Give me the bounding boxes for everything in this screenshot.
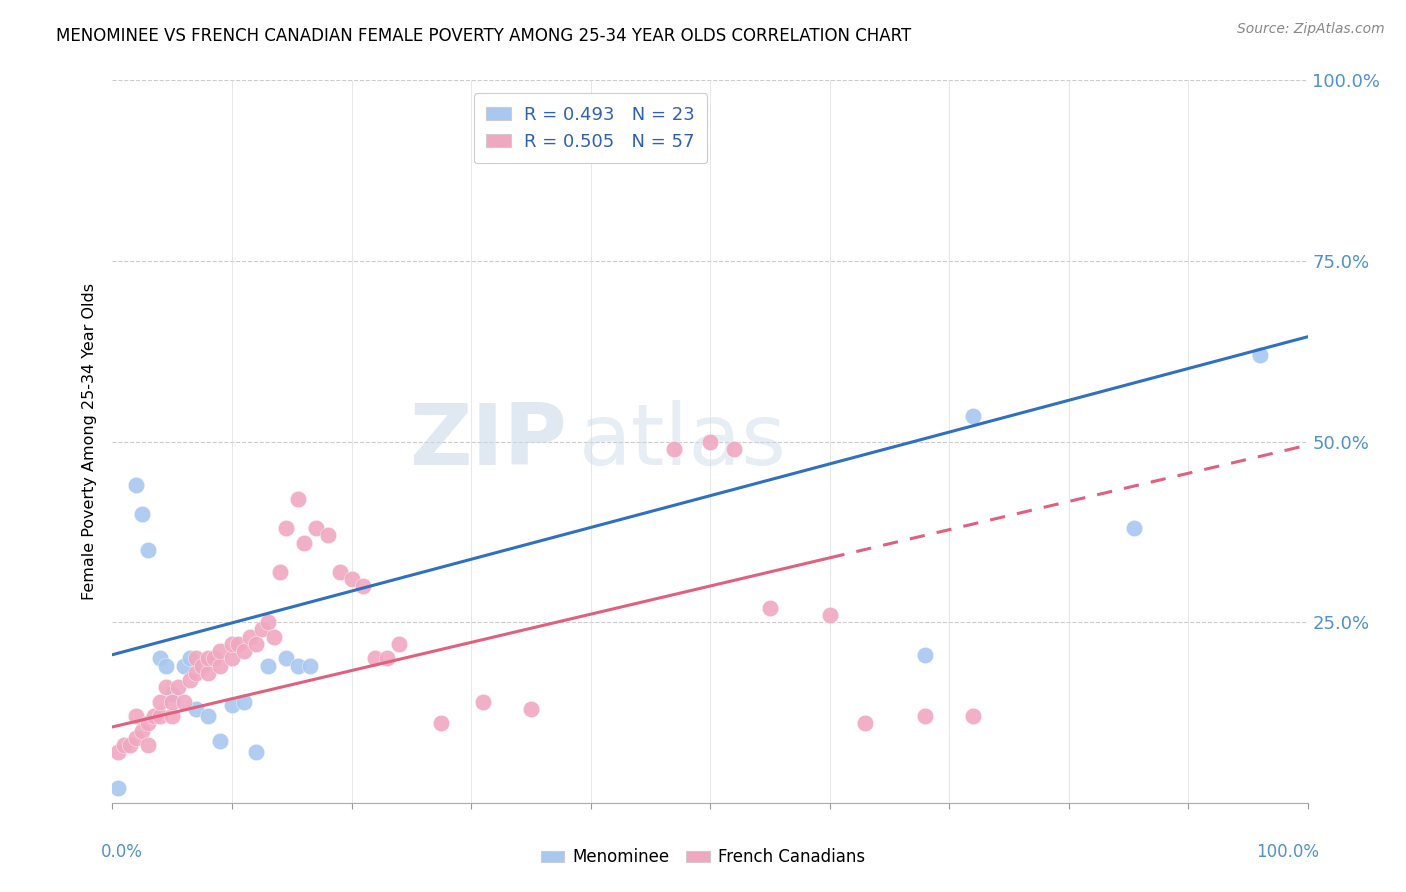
Point xyxy=(263,630,285,644)
Point xyxy=(125,478,148,492)
Point xyxy=(226,637,249,651)
Point xyxy=(1123,521,1146,535)
Point xyxy=(179,673,201,687)
Point xyxy=(699,434,721,449)
Point xyxy=(114,738,135,752)
Point xyxy=(209,658,232,673)
Point xyxy=(245,745,267,759)
Point xyxy=(962,409,984,424)
Point xyxy=(292,535,315,549)
Point xyxy=(274,651,297,665)
Point xyxy=(197,651,219,665)
Point xyxy=(664,442,686,456)
Point xyxy=(209,734,232,748)
Point xyxy=(472,695,495,709)
Point xyxy=(173,695,195,709)
Point xyxy=(149,651,172,665)
Point xyxy=(250,623,273,637)
Y-axis label: Female Poverty Among 25-34 Year Olds: Female Poverty Among 25-34 Year Olds xyxy=(82,283,97,600)
Point xyxy=(269,565,291,579)
Point xyxy=(167,680,190,694)
Point xyxy=(287,658,309,673)
Point xyxy=(257,658,280,673)
Point xyxy=(138,716,160,731)
Point xyxy=(107,781,129,796)
Point xyxy=(305,521,328,535)
Point xyxy=(221,637,243,651)
Point xyxy=(364,651,387,665)
Point xyxy=(162,687,183,701)
Point xyxy=(962,709,984,723)
Point xyxy=(298,658,321,673)
Point xyxy=(377,651,399,665)
Point xyxy=(186,651,208,665)
Point xyxy=(914,648,936,662)
Point xyxy=(125,709,148,723)
Text: MENOMINEE VS FRENCH CANADIAN FEMALE POVERTY AMONG 25-34 YEAR OLDS CORRELATION CH: MENOMINEE VS FRENCH CANADIAN FEMALE POVE… xyxy=(56,27,911,45)
Point xyxy=(131,723,153,738)
Point xyxy=(138,738,160,752)
Point xyxy=(186,702,208,716)
Text: 0.0%: 0.0% xyxy=(101,843,142,861)
Point xyxy=(131,507,153,521)
Point xyxy=(274,521,297,535)
Point xyxy=(125,731,148,745)
Point xyxy=(287,492,309,507)
Point xyxy=(352,579,374,593)
Point xyxy=(149,709,172,723)
Point xyxy=(388,637,411,651)
Point xyxy=(239,630,262,644)
Text: atlas: atlas xyxy=(579,400,786,483)
Legend: R = 0.493   N = 23, R = 0.505   N = 57: R = 0.493 N = 23, R = 0.505 N = 57 xyxy=(474,93,707,163)
Point xyxy=(191,658,214,673)
Point xyxy=(138,542,160,557)
Point xyxy=(520,702,543,716)
Point xyxy=(430,716,453,731)
Point xyxy=(149,695,172,709)
Point xyxy=(818,607,841,622)
Point xyxy=(329,565,352,579)
Point xyxy=(855,716,877,731)
Point xyxy=(186,665,208,680)
Point xyxy=(233,644,256,658)
Point xyxy=(162,695,183,709)
Point xyxy=(143,709,166,723)
Legend: Menominee, French Canadians: Menominee, French Canadians xyxy=(534,842,872,873)
Point xyxy=(245,637,267,651)
Point xyxy=(723,442,745,456)
Text: ZIP: ZIP xyxy=(409,400,567,483)
Point xyxy=(316,528,339,542)
Point xyxy=(107,745,129,759)
Point xyxy=(173,658,195,673)
Point xyxy=(233,695,256,709)
Point xyxy=(162,709,183,723)
Point xyxy=(1249,348,1271,362)
Point xyxy=(257,615,280,630)
Point xyxy=(340,572,363,586)
Point xyxy=(197,709,219,723)
Point xyxy=(155,658,177,673)
Point xyxy=(202,651,225,665)
Point xyxy=(221,698,243,713)
Text: Source: ZipAtlas.com: Source: ZipAtlas.com xyxy=(1237,22,1385,37)
Point xyxy=(197,665,219,680)
Point xyxy=(155,680,177,694)
Point xyxy=(914,709,936,723)
Point xyxy=(209,644,232,658)
Point xyxy=(120,738,142,752)
Point xyxy=(759,600,782,615)
Text: 100.0%: 100.0% xyxy=(1257,843,1320,861)
Point xyxy=(179,651,201,665)
Point xyxy=(221,651,243,665)
